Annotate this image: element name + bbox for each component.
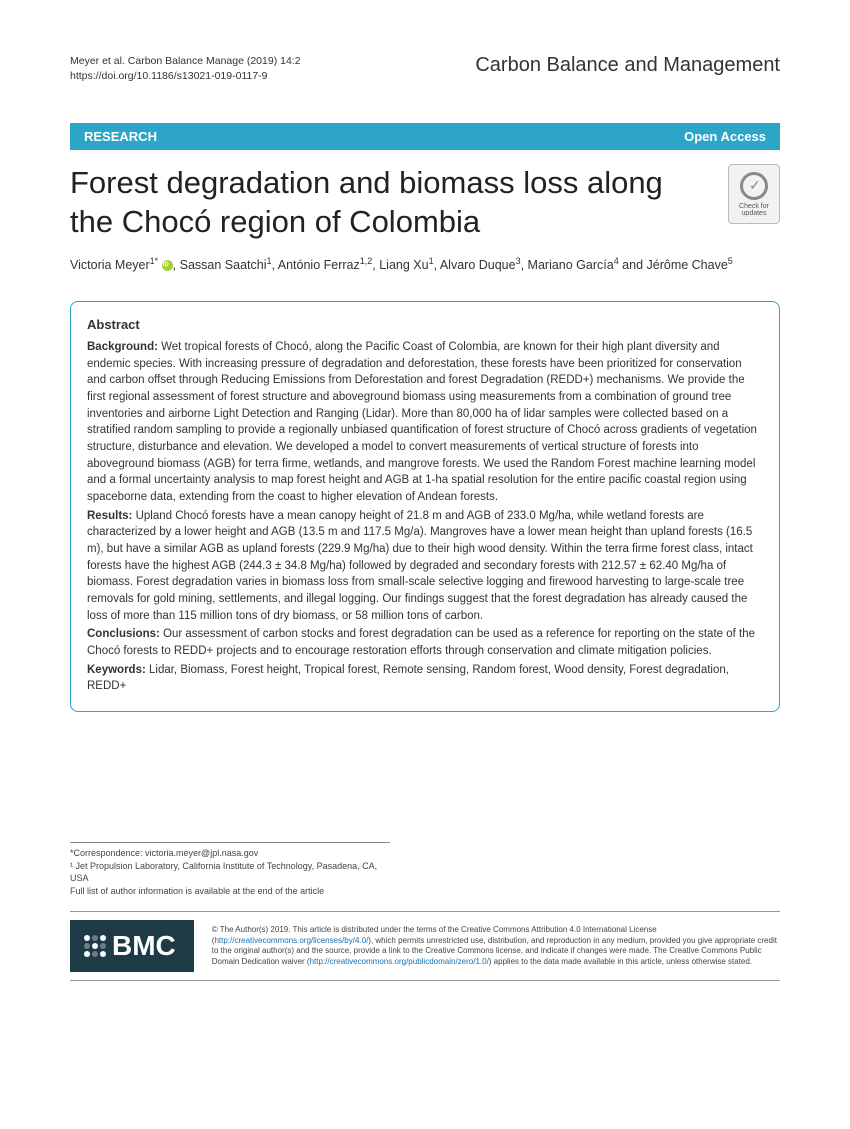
article-title: Forest degradation and biomass loss alon… [70,164,708,242]
correspondence-affiliation: ¹ Jet Propulsion Laboratory, California … [70,860,390,885]
journal-name: Carbon Balance and Management [475,54,780,77]
correspondence-email: *Correspondence: victoria.meyer@jpl.nasa… [70,847,390,860]
abstract-box: Abstract Background: Wet tropical forest… [70,301,780,712]
abstract-results: Results: Upland Chocó forests have a mea… [87,508,763,625]
bmc-mark-icon [84,935,106,957]
check-updates-label: Check for updates [729,203,779,217]
abstract-heading: Abstract [87,316,763,335]
article-type: RESEARCH [84,129,157,144]
cc-by-link[interactable]: http://creativecommons.org/licenses/by/4… [214,936,368,945]
correspondence-footer: *Correspondence: victoria.meyer@jpl.nasa… [70,842,390,897]
fulllist-note: Full list of author information is avail… [70,885,390,898]
abstract-keywords: Keywords: Lidar, Biomass, Forest height,… [87,662,763,695]
author-list: Victoria Meyer1* , Sassan Saatchi1, Antó… [70,254,780,275]
abstract-background: Background: Wet tropical forests of Choc… [87,339,763,506]
bmc-text: BMC [112,930,176,962]
article-type-bar: RESEARCH Open Access [70,123,780,150]
check-updates-badge[interactable]: Check for updates [728,164,780,224]
page-header: Meyer et al. Carbon Balance Manage (2019… [70,54,780,83]
license-text: © The Author(s) 2019. This article is di… [212,925,780,968]
doi-line: https://doi.org/10.1186/s13021-019-0117-… [70,69,301,84]
doi-link[interactable]: 10.1186/s13021-019-0117-9 [137,70,268,82]
cc0-link[interactable]: http://creativecommons.org/publicdomain/… [310,957,489,966]
license-bar: BMC © The Author(s) 2019. This article i… [70,911,780,981]
open-access-label: Open Access [684,129,766,144]
abstract-conclusions: Conclusions: Our assessment of carbon st… [87,626,763,659]
bmc-logo: BMC [70,920,194,972]
crossmark-icon [740,172,768,200]
citation-line: Meyer et al. Carbon Balance Manage (2019… [70,54,301,69]
citation-block: Meyer et al. Carbon Balance Manage (2019… [70,54,301,83]
